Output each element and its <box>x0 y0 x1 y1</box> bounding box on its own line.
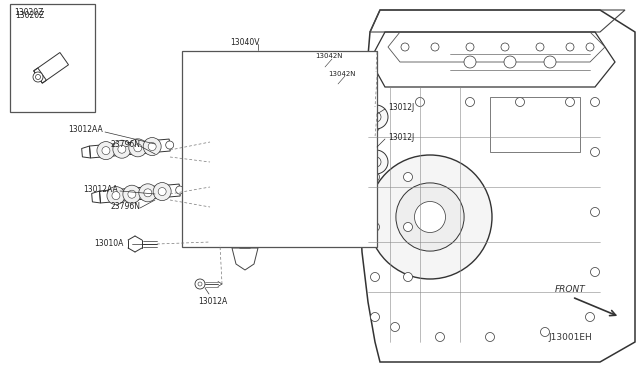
Circle shape <box>237 159 253 175</box>
Circle shape <box>371 112 381 122</box>
Circle shape <box>123 185 141 203</box>
Text: 13020Z: 13020Z <box>15 10 44 19</box>
Circle shape <box>148 142 156 151</box>
Bar <box>490 97 580 152</box>
Circle shape <box>536 43 544 51</box>
Circle shape <box>403 222 413 231</box>
Circle shape <box>364 150 388 174</box>
Text: 13012J: 13012J <box>388 103 414 112</box>
Circle shape <box>128 190 136 198</box>
Circle shape <box>198 282 202 286</box>
Text: J13001EH: J13001EH <box>548 333 592 341</box>
Circle shape <box>118 145 126 153</box>
Circle shape <box>330 106 346 122</box>
Circle shape <box>591 148 600 157</box>
Bar <box>10 4 95 112</box>
Circle shape <box>401 43 409 51</box>
Circle shape <box>371 273 380 282</box>
Circle shape <box>371 312 380 321</box>
Text: 23796N: 23796N <box>110 202 140 211</box>
Text: 13042N: 13042N <box>315 53 342 59</box>
Circle shape <box>501 43 509 51</box>
Text: 13012A: 13012A <box>198 298 227 307</box>
Circle shape <box>134 144 142 152</box>
Circle shape <box>515 97 525 106</box>
Circle shape <box>415 202 445 232</box>
Circle shape <box>107 187 125 205</box>
Circle shape <box>371 157 381 167</box>
Circle shape <box>504 56 516 68</box>
Circle shape <box>153 183 171 201</box>
Text: 13020Z: 13020Z <box>14 7 44 16</box>
Circle shape <box>368 155 492 279</box>
Circle shape <box>431 43 439 51</box>
Text: 13010A: 13010A <box>94 240 124 248</box>
Text: 13042N: 13042N <box>328 71 355 77</box>
Circle shape <box>544 56 556 68</box>
Circle shape <box>403 273 413 282</box>
Circle shape <box>143 138 161 155</box>
Circle shape <box>144 189 152 197</box>
Circle shape <box>371 122 380 131</box>
Circle shape <box>330 146 346 162</box>
Circle shape <box>591 97 600 106</box>
Circle shape <box>371 173 380 182</box>
Circle shape <box>591 267 600 276</box>
Circle shape <box>330 69 346 85</box>
Circle shape <box>113 140 131 158</box>
Circle shape <box>33 72 43 82</box>
Circle shape <box>35 74 40 80</box>
Circle shape <box>586 43 594 51</box>
Circle shape <box>403 173 413 182</box>
Circle shape <box>390 323 399 331</box>
Circle shape <box>324 100 352 128</box>
Text: 13040V: 13040V <box>230 38 259 46</box>
Circle shape <box>566 97 575 106</box>
Circle shape <box>227 149 263 185</box>
Circle shape <box>364 105 388 129</box>
Text: 13012J: 13012J <box>388 132 414 141</box>
Circle shape <box>466 43 474 51</box>
Circle shape <box>464 56 476 68</box>
Circle shape <box>486 333 495 341</box>
Bar <box>182 51 377 247</box>
Text: 13012AA: 13012AA <box>83 185 118 193</box>
Circle shape <box>102 147 110 155</box>
Circle shape <box>324 63 352 91</box>
Circle shape <box>139 184 157 202</box>
Circle shape <box>396 183 464 251</box>
Circle shape <box>541 327 550 337</box>
Circle shape <box>112 192 120 200</box>
Circle shape <box>566 43 574 51</box>
Circle shape <box>158 187 166 196</box>
Circle shape <box>166 141 173 149</box>
Circle shape <box>176 186 184 194</box>
Text: 23796N: 23796N <box>110 140 140 148</box>
Circle shape <box>591 208 600 217</box>
Circle shape <box>129 139 147 157</box>
Circle shape <box>97 142 115 160</box>
Circle shape <box>435 333 445 341</box>
Circle shape <box>195 279 205 289</box>
Circle shape <box>415 97 424 106</box>
Text: 13012AA: 13012AA <box>68 125 103 134</box>
Circle shape <box>586 312 595 321</box>
Circle shape <box>371 222 380 231</box>
Text: FRONT: FRONT <box>555 285 586 295</box>
Circle shape <box>324 140 352 168</box>
Circle shape <box>465 97 474 106</box>
